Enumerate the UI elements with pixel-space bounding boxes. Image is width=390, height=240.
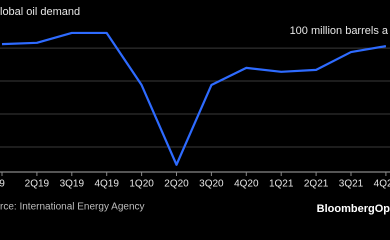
logo: BloombergOp <box>317 203 390 215</box>
source: rce: International Energy Agency <box>0 202 145 213</box>
x-tick-label: 4Q21 <box>374 179 390 190</box>
x-tick-label: 9 <box>0 179 5 190</box>
x-tick-label: 3Q19 <box>60 179 85 190</box>
x-tick-label: 3Q21 <box>339 179 364 190</box>
page: {"chart_data": { "type": "line", "title"… <box>0 5 390 215</box>
x-tick-label: 3Q20 <box>199 179 224 190</box>
line-series <box>1 31 387 166</box>
x-tick-label: 4Q20 <box>234 179 259 190</box>
y-tick-label: 100 million barrels a <box>290 25 389 37</box>
x-tick-label: 1Q20 <box>129 179 154 190</box>
x-tick-label: 1Q21 <box>269 179 294 190</box>
x-tick-label: 2Q19 <box>25 179 50 190</box>
x-tick-label: 2Q20 <box>164 179 189 190</box>
chart: lobal oil demand rce: International Ener… <box>0 5 390 215</box>
chart-title: lobal oil demand <box>0 6 80 18</box>
x-tick-label: 4Q19 <box>94 179 119 190</box>
x-tick-label: 2Q21 <box>304 179 329 190</box>
